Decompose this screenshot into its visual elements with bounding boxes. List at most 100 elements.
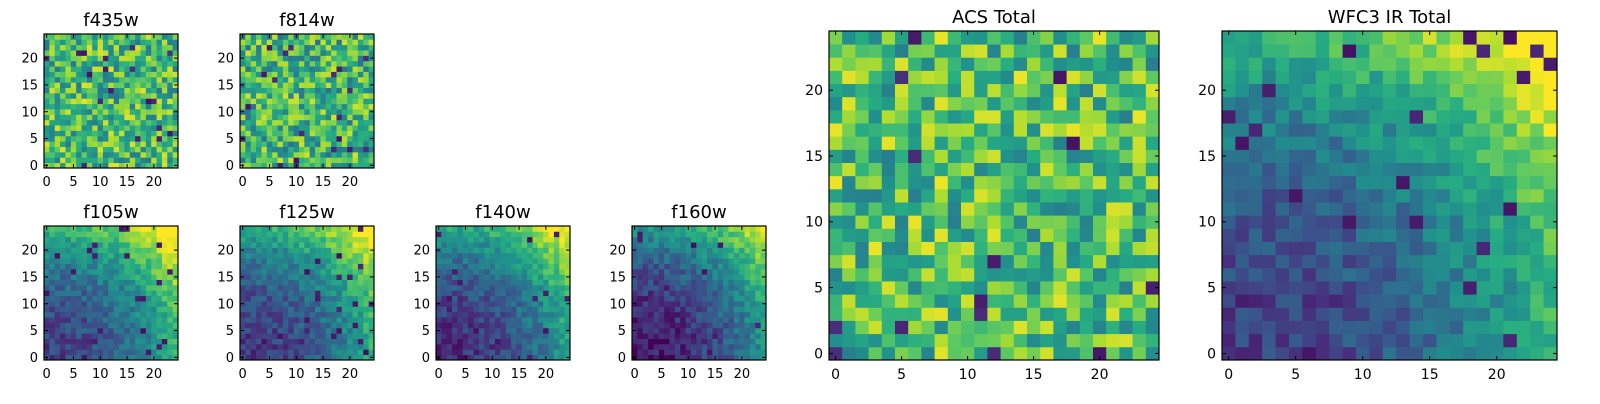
heatmap-cell bbox=[1014, 334, 1028, 348]
heatmap-cell bbox=[734, 290, 740, 296]
heatmap-cell bbox=[538, 322, 544, 328]
heatmap-cell bbox=[251, 328, 257, 334]
heatmap-cell bbox=[44, 120, 50, 126]
heatmap-cell bbox=[1544, 321, 1558, 335]
heatmap-cell bbox=[675, 247, 681, 253]
heatmap-cell bbox=[245, 45, 251, 51]
heatmap-cell bbox=[151, 136, 157, 142]
heatmap-cell bbox=[559, 322, 565, 328]
heatmap-cell bbox=[974, 255, 988, 269]
heatmap-cell bbox=[119, 269, 125, 275]
heatmap-cell bbox=[691, 269, 697, 275]
heatmap-cell bbox=[162, 333, 168, 339]
heatmap-cell bbox=[342, 136, 348, 142]
heatmap-cell bbox=[363, 147, 369, 153]
heatmap-cell bbox=[342, 253, 348, 259]
heatmap-cell bbox=[829, 242, 843, 256]
heatmap-cell bbox=[108, 104, 114, 110]
heatmap-cell bbox=[1450, 189, 1464, 203]
heatmap-cell bbox=[1490, 163, 1504, 177]
heatmap-cell bbox=[549, 328, 555, 334]
heatmap-cell bbox=[1289, 149, 1303, 163]
heatmap-cell bbox=[1119, 163, 1133, 177]
heatmap-cell bbox=[347, 247, 353, 253]
heatmap-cell bbox=[436, 349, 442, 355]
heatmap-cell bbox=[1014, 123, 1028, 137]
heatmap-cell bbox=[82, 93, 88, 99]
heatmap-cell bbox=[1040, 176, 1054, 190]
heatmap-cell bbox=[1477, 281, 1491, 295]
heatmap-cell bbox=[256, 39, 262, 45]
heatmap-cell bbox=[648, 344, 654, 350]
heatmap-cell bbox=[543, 328, 549, 334]
heatmap-cell bbox=[124, 322, 130, 328]
heatmap-cell bbox=[251, 125, 257, 131]
heatmap-cell bbox=[60, 247, 66, 253]
heatmap-cell bbox=[1133, 110, 1147, 124]
y-tick-label: 5 bbox=[30, 324, 38, 339]
heatmap-cell bbox=[251, 322, 257, 328]
heatmap-cell bbox=[961, 307, 975, 321]
heatmap-cell bbox=[299, 157, 305, 163]
heatmap-cell bbox=[554, 333, 560, 339]
heatmap-cell bbox=[294, 306, 300, 312]
heatmap-cell bbox=[353, 322, 359, 328]
heatmap-cell bbox=[755, 312, 761, 318]
heatmap-cell bbox=[60, 285, 66, 291]
heatmap-cell bbox=[342, 77, 348, 83]
heatmap-cell bbox=[87, 93, 93, 99]
heatmap-cell bbox=[696, 322, 702, 328]
heatmap-cell bbox=[675, 306, 681, 312]
heatmap-cell bbox=[908, 242, 922, 256]
heatmap-cell bbox=[1133, 163, 1147, 177]
heatmap-cell bbox=[278, 258, 284, 264]
heatmap-cell bbox=[55, 109, 61, 115]
heatmap-cell bbox=[342, 285, 348, 291]
heatmap-cell bbox=[82, 82, 88, 88]
heatmap-cell bbox=[670, 339, 676, 345]
heatmap-cell bbox=[363, 280, 369, 286]
heatmap-cell bbox=[162, 50, 168, 56]
heatmap-cell bbox=[288, 136, 294, 142]
heatmap-cell bbox=[1503, 281, 1517, 295]
heatmap-cell bbox=[240, 237, 246, 243]
heatmap-cell bbox=[283, 290, 289, 296]
heatmap-cell bbox=[261, 280, 267, 286]
heatmap-cell bbox=[162, 55, 168, 61]
heatmap-cell bbox=[347, 152, 353, 158]
heatmap-cell bbox=[739, 349, 745, 355]
heatmap-cell bbox=[506, 285, 512, 291]
heatmap-cell bbox=[336, 50, 342, 56]
heatmap-cell bbox=[245, 77, 251, 83]
heatmap-cell bbox=[261, 242, 267, 248]
heatmap-cell bbox=[304, 39, 310, 45]
heatmap-cell bbox=[1014, 70, 1028, 84]
heatmap-cell bbox=[320, 242, 326, 248]
heatmap-cell bbox=[643, 231, 649, 237]
y-tick-label: 5 bbox=[422, 324, 430, 339]
heatmap-cell bbox=[44, 242, 50, 248]
heatmap-cell bbox=[479, 333, 485, 339]
heatmap-cell bbox=[256, 98, 262, 104]
heatmap-cell bbox=[447, 322, 453, 328]
heatmap-cell bbox=[474, 269, 480, 275]
heatmap-cell bbox=[675, 339, 681, 345]
heatmap-cell bbox=[146, 72, 152, 78]
heatmap-cell bbox=[267, 109, 273, 115]
heatmap-cell bbox=[479, 339, 485, 345]
heatmap-cell bbox=[516, 333, 522, 339]
heatmap-cell bbox=[961, 202, 975, 216]
heatmap-cell bbox=[240, 130, 246, 136]
heatmap-cell bbox=[532, 301, 538, 307]
heatmap-cell bbox=[146, 66, 152, 72]
heatmap-cell bbox=[1146, 110, 1160, 124]
y-tick-label: 10 bbox=[21, 105, 38, 120]
heatmap-cell bbox=[490, 339, 496, 345]
heatmap-cell bbox=[869, 242, 883, 256]
y-tick-label: 15 bbox=[217, 78, 234, 93]
heatmap-cell bbox=[283, 50, 289, 56]
heatmap-cell bbox=[363, 66, 369, 72]
heatmap-cell bbox=[554, 253, 560, 259]
heatmap-cell bbox=[288, 349, 294, 355]
heatmap-cell bbox=[495, 328, 501, 334]
